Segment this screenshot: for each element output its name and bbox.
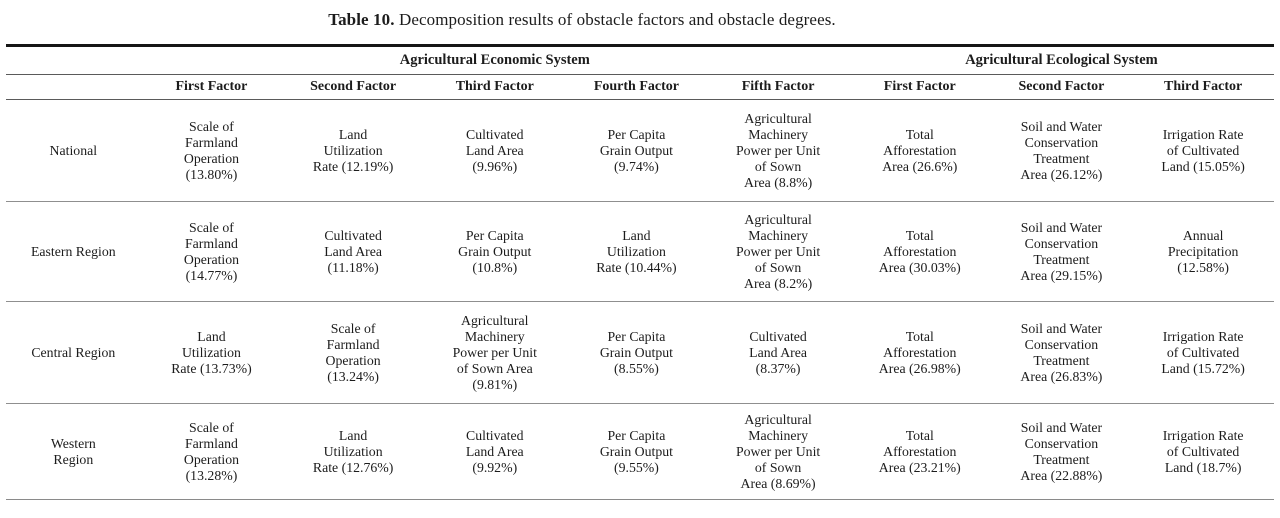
factor-cell: Land Utilization Rate (13.73%) [171, 328, 252, 376]
factor-cell: Scale of Farmland Operation (13.28%) [183, 419, 240, 483]
factor-cell: Soil and Water Conservation Treatment Ar… [1020, 419, 1103, 483]
factor-cell: Scale of Farmland Operation (13.80%) [183, 118, 240, 182]
column-header: First Factor [883, 79, 956, 94]
factor-cell: Cultivated Land Area (9.96%) [465, 126, 524, 174]
region-cell: National [49, 142, 98, 158]
column-header: Third Factor [1164, 79, 1243, 94]
table-row: Central Region Land Utilization Rate (13.… [6, 302, 1274, 404]
factor-cell: Per Capita Grain Output (10.8%) [458, 227, 532, 275]
factor-cell: Total Afforestation Area (26.6%) [882, 126, 958, 174]
column-header: First Factor [175, 79, 248, 94]
factor-cell: Cultivated Land Area (8.37%) [749, 328, 808, 376]
table-caption-text: Decomposition results of obstacle factor… [394, 10, 836, 29]
factor-cell: Scale of Farmland Operation (14.77%) [183, 219, 240, 283]
factor-cell: Annual Precipitation (12.58%) [1167, 227, 1239, 275]
factor-cell: Per Capita Grain Output (8.55%) [599, 328, 674, 376]
factor-cell: Irrigation Rate of Cultivated Land (15.7… [1161, 328, 1245, 376]
group-header: Agricultural Ecological System [965, 52, 1158, 68]
table-body: National Scale of Farmland Operation (13.… [6, 100, 1274, 500]
factor-cell: Irrigation Rate of Cultivated Land (18.7… [1162, 427, 1244, 475]
group-header-empty [6, 46, 141, 75]
factor-cell: Per Capita Grain Output (9.74%) [599, 126, 674, 174]
table-caption: Table 10. Decomposition results of obsta… [0, 10, 1222, 30]
factor-cell: Total Afforestation Area (23.21%) [878, 427, 961, 475]
table-row: National Scale of Farmland Operation (13.… [6, 100, 1274, 202]
column-header: Third Factor [455, 79, 534, 94]
factor-cell: Agricultural Machinery Power per Unit of… [735, 211, 821, 291]
table-row: Eastern Region Scale of Farmland Operatio… [6, 202, 1274, 302]
table-header: Agricultural Economic System Agricultural… [6, 46, 1274, 100]
factor-cell: Soil and Water Conservation Treatment Ar… [1020, 320, 1103, 384]
table-caption-label: Table 10. [328, 10, 395, 29]
factor-cell: Agricultural Machinery Power per Unit of… [735, 110, 821, 190]
region-cell: Eastern Region [30, 243, 116, 259]
column-header: Second Factor [310, 79, 397, 94]
group-header: Agricultural Economic System [399, 52, 590, 68]
column-header: Second Factor [1018, 79, 1105, 94]
factor-cell: Land Utilization Rate (12.19%) [312, 126, 394, 174]
column-header: Fourth Factor [593, 79, 679, 94]
factor-cell: Total Afforestation Area (30.03%) [878, 227, 961, 275]
group-header-row: Agricultural Economic System Agricultural… [6, 46, 1274, 75]
factor-cell: Irrigation Rate of Cultivated Land (15.0… [1161, 126, 1245, 174]
factor-cell: Agricultural Machinery Power per Unit of… [452, 312, 537, 392]
factor-cell: Scale of Farmland Operation (13.24%) [325, 320, 381, 384]
factor-cell: Land Utilization Rate (12.76%) [312, 427, 394, 475]
factor-cell: Land Utilization Rate (10.44%) [596, 227, 677, 275]
factor-cell: Total Afforestation Area (26.98%) [878, 328, 961, 376]
factor-cell: Cultivated Land Area (9.92%) [465, 427, 524, 475]
factor-cell: Cultivated Land Area (11.18%) [324, 227, 383, 275]
column-header-empty [6, 75, 141, 100]
table-row: Western Region Scale of Farmland Operatio… [6, 404, 1274, 500]
column-header-row: First Factor Second Factor Third Factor Fou… [6, 75, 1274, 100]
decomposition-results-table: Agricultural Economic System Agricultural… [6, 44, 1274, 500]
region-cell: Central Region [31, 344, 116, 360]
factor-cell: Soil and Water Conservation Treatment Ar… [1020, 118, 1103, 182]
factor-cell: Soil and Water Conservation Treatment Ar… [1020, 219, 1103, 283]
column-header: Fifth Factor [741, 79, 815, 94]
factor-cell: Per Capita Grain Output (9.55%) [599, 427, 674, 475]
factor-cell: Agricultural Machinery Power per Unit of… [735, 411, 821, 491]
region-cell: Western Region [50, 435, 96, 467]
